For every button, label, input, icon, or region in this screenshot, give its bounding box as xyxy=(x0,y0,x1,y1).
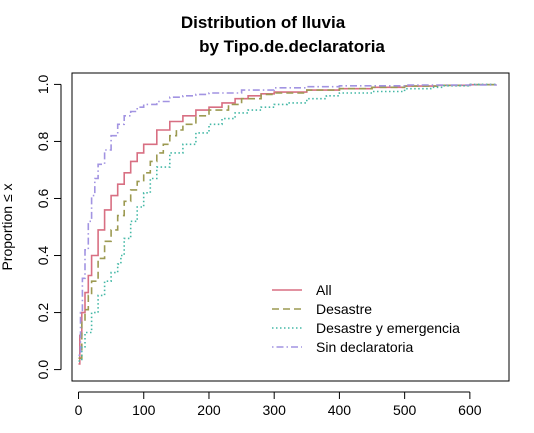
plot-frame xyxy=(71,72,510,382)
series-line-sin-declaratoria xyxy=(78,84,497,357)
x-tick-label: 600 xyxy=(458,402,482,418)
series-line-desastre xyxy=(78,83,497,359)
x-tick-label: 500 xyxy=(393,402,417,418)
x-tick-label: 200 xyxy=(197,402,221,418)
x-axis: 0 100 200 300 400 500 600 xyxy=(75,391,482,418)
x-tick-label: 100 xyxy=(132,402,156,418)
y-axis-label: Proportion ≤ x xyxy=(0,183,15,270)
legend: All Desastre Desastre y emergencia Sin decl… xyxy=(272,282,460,355)
y-tick-label: 0.6 xyxy=(35,189,51,209)
y-tick-label: 0.0 xyxy=(35,360,51,380)
x-tick-label: 300 xyxy=(263,402,287,418)
legend-label: Sin declaratoria xyxy=(316,339,413,355)
y-tick-label: 0.8 xyxy=(35,132,51,152)
series-group xyxy=(78,83,497,365)
legend-label: Desastre xyxy=(316,301,372,317)
chart-title-line1: Distribution of lluvia xyxy=(181,13,346,32)
y-tick-label: 0.4 xyxy=(35,246,51,266)
y-tick-label: 0.2 xyxy=(35,303,51,323)
y-tick-label: 1.0 xyxy=(35,74,51,94)
chart-title-line2: by Tipo.de.declaratoria xyxy=(199,37,385,56)
x-tick-label: 400 xyxy=(328,402,352,418)
x-tick-label: 0 xyxy=(75,402,83,418)
legend-label: All xyxy=(316,282,332,298)
y-axis: 0.0 0.2 0.4 0.6 0.8 1.0 xyxy=(35,74,62,380)
legend-label: Desastre y emergencia xyxy=(316,320,460,336)
